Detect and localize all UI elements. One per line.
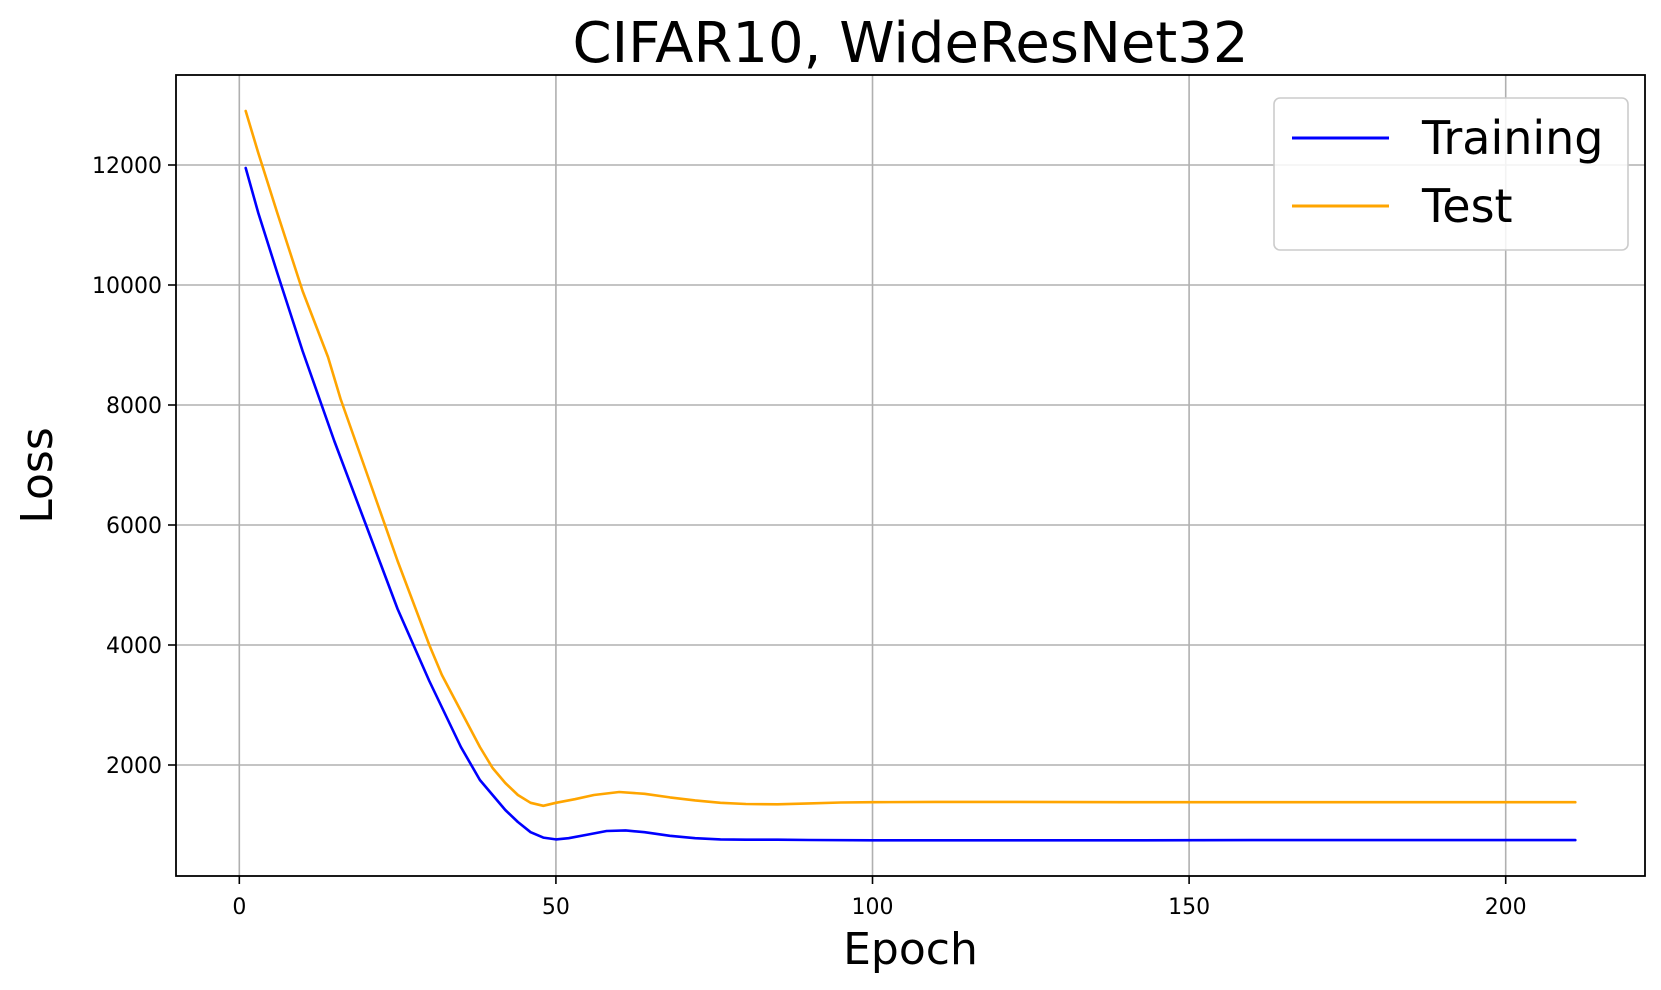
y-tick-label: 12000	[92, 154, 162, 179]
legend-box	[1273, 97, 1629, 251]
y-tick-label: 2000	[106, 754, 162, 779]
chart-title: CIFAR10, WideResNet32	[572, 11, 1248, 76]
legend-label: Test	[1421, 179, 1513, 233]
axis-ticks: 0 50 100 150 200 2000 4000 6000 8000 10000 12000	[92, 154, 1527, 920]
x-axis-title: Epoch	[843, 924, 978, 975]
x-tick-label: 0	[232, 895, 246, 920]
x-tick-label: 50	[542, 895, 570, 920]
series-line-training	[244, 166, 1577, 842]
x-tick-label: 200	[1485, 895, 1527, 920]
y-tick-label: 8000	[106, 394, 162, 419]
plot-frame	[175, 74, 1646, 877]
x-tick-label: 100	[852, 895, 894, 920]
y-axis-title: Loss	[12, 427, 63, 524]
y-tick-label: 10000	[92, 274, 162, 299]
y-tick-label: 6000	[106, 514, 162, 539]
y-tick-label: 4000	[106, 634, 162, 659]
series-lines	[244, 109, 1577, 842]
series-line-test	[244, 109, 1577, 808]
legend-label: Training	[1421, 111, 1604, 165]
legend: Training Test	[1273, 97, 1629, 251]
x-tick-label: 150	[1168, 895, 1210, 920]
